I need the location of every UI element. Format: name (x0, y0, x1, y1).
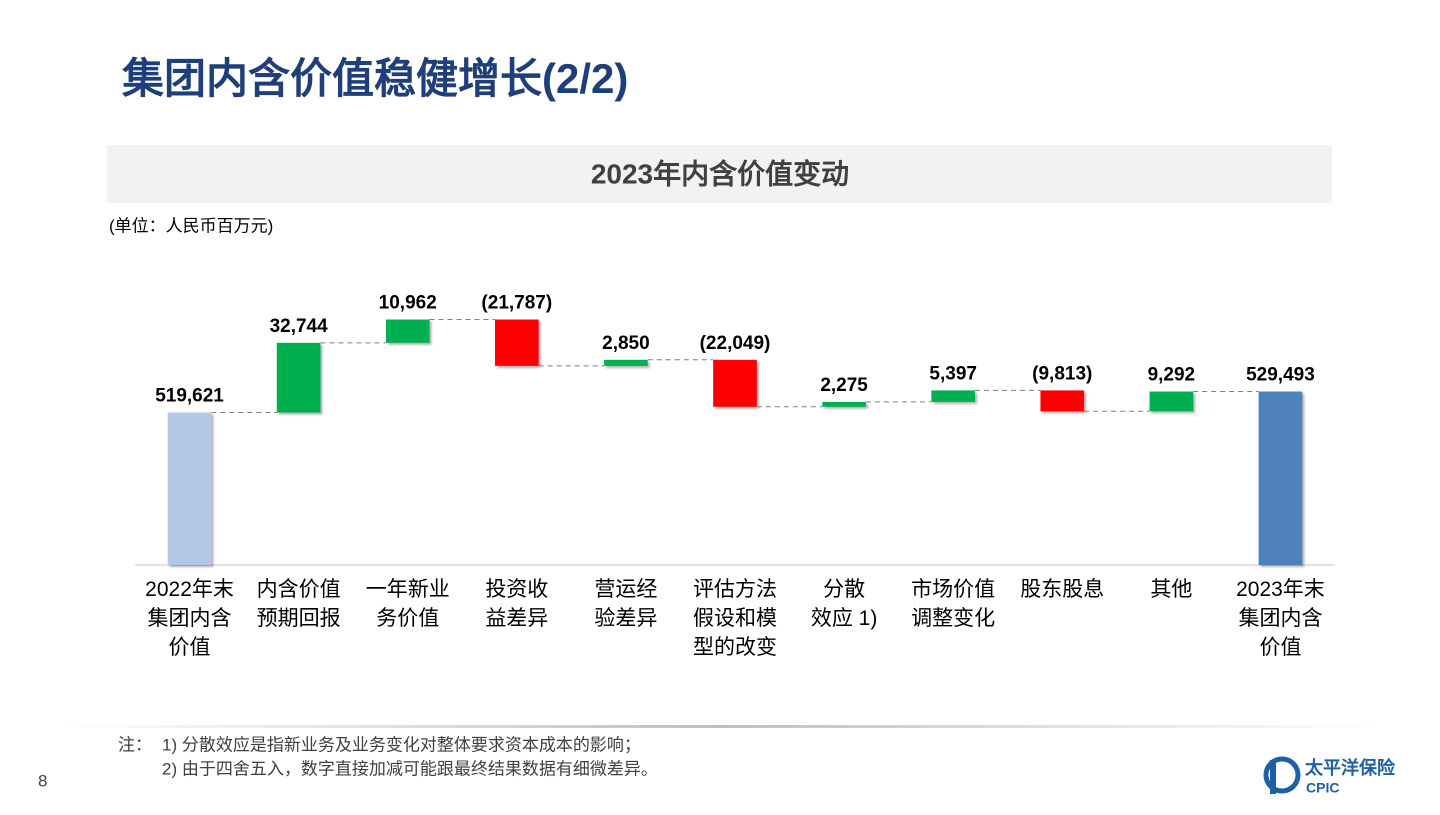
unit-label: (单位：人民币百万元) (109, 216, 273, 235)
value-label: 2,850 (602, 333, 650, 354)
value-label: 32,744 (270, 316, 329, 337)
x-tick-label: 评估方法假设和模型的改变 (693, 578, 777, 659)
logo-mark (1263, 756, 1301, 794)
value-label: (9,813) (1032, 363, 1092, 384)
chart-title-band (107, 145, 1332, 203)
x-tick-label: 投资收益差异 (485, 578, 548, 630)
value-label: 2,275 (820, 375, 868, 396)
logo-abbr: CPIC (1306, 780, 1339, 796)
note: 1) 分散效应是指新业务及业务变化对整体要求资本成本的影响； (162, 735, 641, 754)
x-tick-label: 2022年末集团内含价值 (145, 578, 234, 659)
x-tick-label: 股东股息 (1020, 578, 1104, 601)
slide-title: 集团内含价值稳健增长(2/2) (121, 55, 628, 102)
bar (276, 342, 321, 413)
logo-mark (1270, 760, 1276, 794)
x-tick-label: 其他 (1150, 578, 1192, 601)
x-tick-label: 2023年末集团内含价值 (1236, 578, 1325, 659)
value-label: 529,493 (1246, 365, 1315, 386)
x-tick-label: 一年新业务价值 (366, 578, 450, 630)
bar (1258, 391, 1303, 565)
chart-title: 2023年内含价值变动 (591, 157, 849, 189)
page-number: 8 (38, 771, 47, 790)
x-tick-label: 营运经验差异 (594, 578, 657, 630)
bar (604, 359, 648, 366)
bar (1040, 390, 1085, 412)
bar (385, 319, 430, 343)
x-tick-label: 内含价值预期回报 (257, 578, 341, 630)
bar (931, 390, 975, 402)
value-label: 9,292 (1148, 365, 1196, 386)
plot: 519,621 2022年末集团内含价值 32,744 内含价值预期回报 10,962 一… (135, 293, 1335, 659)
note: 2) 由于四舍五入，数字直接加减可能跟最终结果数据有细微差异。 (162, 759, 658, 778)
notes-label: 注： (118, 735, 152, 754)
value-label: 10,962 (379, 293, 437, 314)
bar (713, 359, 757, 407)
value-label: 519,621 (155, 386, 224, 407)
bar (167, 412, 212, 565)
separator (60, 725, 1380, 728)
bar (822, 401, 866, 407)
x-tick-label: 分散效应 1) (811, 578, 878, 630)
value-label: 5,397 (929, 363, 977, 384)
x-tick-label: 市场价值调整变化 (911, 578, 995, 630)
logo-name: 太平洋保险 (1305, 757, 1396, 778)
value-label: (21,787) (481, 293, 552, 314)
bar (495, 319, 539, 366)
value-label: (22,049) (700, 333, 771, 354)
logo: 太平洋保险 CPIC (1263, 756, 1396, 796)
bar (1149, 391, 1194, 412)
